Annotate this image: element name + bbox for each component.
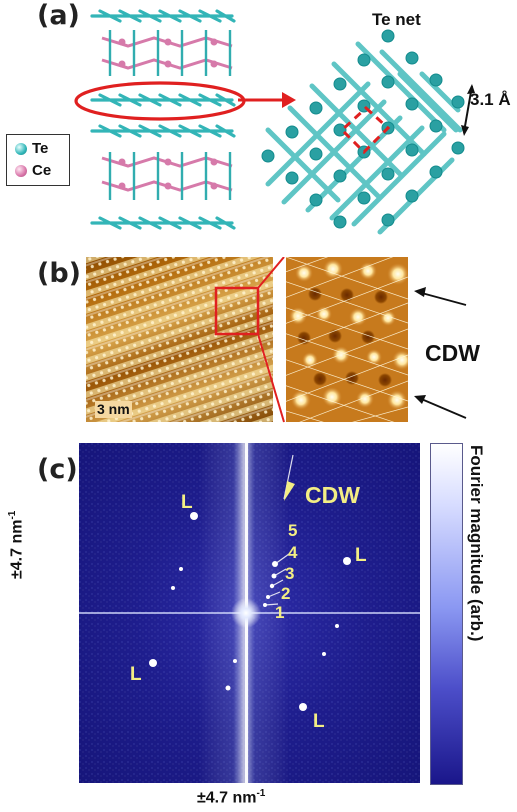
zoom-connector [258, 257, 285, 423]
panel-b-label: (b) [37, 258, 82, 289]
cdw-arrows [414, 287, 467, 419]
te-atom-icon [15, 142, 27, 155]
lattice-peak-label-4: L [313, 711, 325, 732]
spacing-arrow [461, 84, 475, 136]
fft-x-axis-label: ±4.7 nm-1 [197, 788, 265, 807]
fft-x-axis-text: ±4.7 nm [197, 789, 257, 807]
fft-peak-1: 1 [275, 603, 285, 622]
te-net-lattice [261, 29, 465, 235]
atom-legend: Te Ce [6, 134, 70, 186]
legend-ce: Ce [15, 162, 51, 179]
stm-zoom-image [286, 257, 408, 422]
cdw-label-b: CDW [425, 340, 480, 366]
fft-y-axis-superscript: -1 [7, 510, 18, 520]
lattice-peak-label-1: L [181, 492, 193, 513]
fft-image [79, 443, 420, 783]
ce-atom-icon [15, 164, 27, 177]
scale-bar-label: 3 nm [95, 401, 132, 418]
crystal-structure [74, 9, 246, 230]
lattice-peak-label-2: L [355, 545, 367, 566]
fft-peak-2: 2 [281, 584, 291, 603]
fft-y-axis-text: ±4.7 nm [8, 519, 26, 579]
fft-y-axis-label: ±4.7 nm-1 [7, 511, 26, 579]
spacing-label: 3.1 Å [470, 90, 511, 109]
cdw-label-c: CDW [305, 482, 360, 508]
legend-te: Te [15, 140, 48, 157]
fft-peak-5: 5 [288, 521, 298, 540]
te-net-arrow [238, 92, 296, 108]
colorbar-label: Fourier magnitude (arb.) [467, 445, 486, 642]
te-net-label: Te net [372, 10, 421, 29]
panel-c-label: (c) [37, 454, 78, 485]
stm-topography-image: 3 nm [86, 257, 273, 422]
legend-te-label: Te [32, 140, 49, 157]
fourier-colorbar [430, 443, 463, 785]
fft-x-axis-superscript: -1 [256, 788, 266, 799]
lattice-peak-label-3: L [130, 664, 142, 685]
fft-peak-3: 3 [285, 564, 295, 583]
panel-a-label: (a) [37, 0, 80, 31]
fft-peak-4: 4 [288, 543, 298, 562]
legend-ce-label: Ce [32, 162, 52, 179]
